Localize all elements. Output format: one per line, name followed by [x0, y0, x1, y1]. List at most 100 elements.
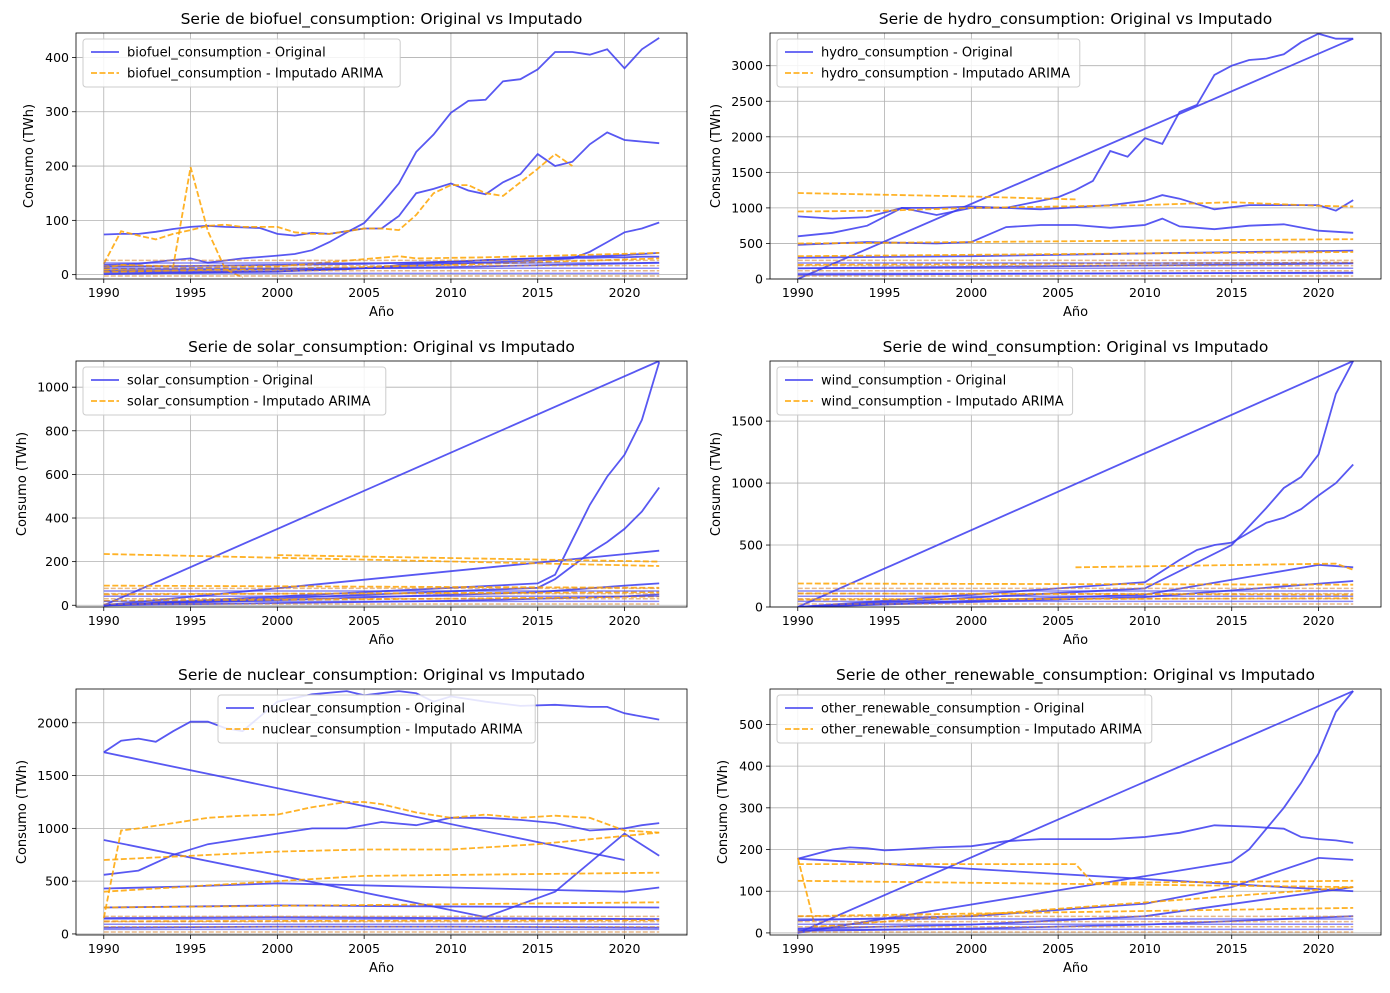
x-tick-label: 2000 — [955, 941, 987, 956]
legend: other_renewable_consumption - Original ot… — [776, 694, 1153, 744]
y-axis-label: Consumo (TWh) — [709, 432, 724, 536]
x-tick-label: 2005 — [1042, 285, 1074, 300]
legend-box — [82, 366, 387, 416]
chart-panel: 1990 1995 2000 2005 2010 2015 2020 0 200 400 600 80… — [15, 338, 688, 648]
x-tick-label: 2015 — [522, 285, 554, 300]
legend-label: hydro_consumption - Original — [821, 46, 1013, 61]
y-tick-label: 1000 — [731, 476, 763, 491]
axes-frame — [75, 32, 688, 280]
y-tick-label: 1500 — [731, 165, 763, 180]
x-tick-label: 1995 — [175, 941, 207, 956]
legend-box — [217, 694, 536, 744]
overlap-band — [797, 587, 1354, 605]
legend-label: other_renewable_consumption - Imputado A… — [821, 723, 1142, 738]
x-tick-label: 1990 — [88, 285, 120, 300]
legend-label: wind_consumption - Imputado ARIMA — [821, 395, 1064, 410]
legend-label: hydro_consumption - Imputado ARIMA — [821, 67, 1070, 82]
chart-panel: 1990 1995 2000 2005 2010 2015 2020 0 500 1000 1500… — [15, 666, 688, 976]
x-tick-label: 2010 — [1129, 941, 1161, 956]
series-line-imputed — [277, 554, 660, 563]
legend-label: wind_consumption - Original — [821, 374, 1006, 389]
axes-frame — [75, 360, 688, 608]
x-tick-label: 1990 — [782, 613, 814, 628]
chart-panel: 1990 1995 2000 2005 2010 2015 2020 0 100 200 300 40… — [716, 666, 1382, 976]
y-tick-label: 2000 — [37, 715, 69, 730]
series-line-original — [103, 882, 660, 893]
series-line-imputed — [103, 871, 660, 893]
y-tick-label: 100 — [45, 213, 69, 228]
chart-panel: 1990 1995 2000 2005 2010 2015 2020 0 500 1000 1500… — [709, 10, 1382, 320]
chart-title: Serie de nuclear_consumption: Original v… — [178, 666, 585, 685]
legend-box — [776, 694, 1153, 744]
x-tick-label: 2020 — [609, 941, 641, 956]
x-tick-label: 1995 — [869, 941, 901, 956]
x-tick-label: 1995 — [175, 285, 207, 300]
axes-frame — [769, 688, 1382, 936]
x-tick-label: 2010 — [435, 613, 467, 628]
series-line-imputed — [103, 584, 660, 589]
series-line-original — [103, 816, 660, 876]
series-line-original — [797, 690, 1354, 934]
y-tick-label: 500 — [45, 874, 69, 889]
x-tick-label: 1990 — [782, 941, 814, 956]
x-axis-label: Año — [1063, 305, 1088, 320]
series-line-original — [797, 690, 1354, 934]
legend-label: nuclear_consumption - Imputado ARIMA — [262, 723, 523, 738]
series-line-imputed — [102, 801, 660, 919]
y-tick-label: 300 — [739, 800, 763, 815]
chart-title: Serie de hydro_consumption: Original vs … — [879, 10, 1272, 29]
legend-box — [776, 38, 1081, 88]
series-line-imputed — [797, 879, 1354, 888]
grid-lines — [76, 689, 687, 935]
series-line-original — [797, 37, 1354, 279]
legend-label: biofuel_consumption - Imputado ARIMA — [127, 67, 383, 82]
x-tick-label: 2000 — [261, 285, 293, 300]
y-tick-label: 800 — [45, 423, 69, 438]
legend: nuclear_consumption - Original nuclear_co… — [217, 694, 536, 744]
overlap-band — [797, 259, 1354, 277]
x-tick-label: 2020 — [1303, 613, 1335, 628]
x-tick-label: 2000 — [261, 941, 293, 956]
legend-label: other_renewable_consumption - Original — [821, 702, 1084, 717]
series-line-imputed — [103, 919, 660, 923]
series-line-original — [103, 361, 661, 607]
chart-title: Serie de biofuel_consumption: Original v… — [181, 10, 583, 29]
y-tick-label: 0 — [755, 925, 763, 940]
y-tick-label: 1000 — [37, 380, 69, 395]
legend: hydro_consumption - Original hydro_consum… — [776, 38, 1081, 88]
legend-label: solar_consumption - Original — [127, 374, 313, 389]
y-tick-label: 2500 — [731, 94, 763, 109]
series-line-original — [797, 361, 1354, 607]
x-tick-label: 2000 — [261, 613, 293, 628]
overlap-band — [797, 915, 1354, 933]
y-tick-label: 400 — [739, 759, 763, 774]
x-tick-label: 2015 — [1216, 613, 1248, 628]
grid-lines — [770, 33, 1381, 280]
y-tick-label: 400 — [45, 511, 69, 526]
series-line-imputed — [797, 201, 1354, 213]
x-tick-label: 1995 — [869, 285, 901, 300]
chart-title: Serie de other_renewable_consumption: Or… — [836, 666, 1315, 685]
chart-title: Serie de solar_consumption: Original vs … — [188, 338, 575, 357]
series-line-imputed — [797, 863, 1354, 884]
series-line-imputed — [103, 595, 660, 602]
y-tick-label: 0 — [755, 600, 763, 615]
y-tick-label: 0 — [61, 598, 69, 613]
series-line-original — [103, 486, 660, 607]
y-tick-label: 200 — [739, 842, 763, 857]
axes-frame — [75, 688, 688, 936]
legend: solar_consumption - Original solar_consum… — [82, 366, 387, 416]
y-tick-label: 500 — [739, 236, 763, 251]
x-tick-label: 1990 — [88, 613, 120, 628]
axes-frame — [769, 360, 1382, 608]
x-tick-label: 2010 — [435, 285, 467, 300]
x-tick-label: 2010 — [1129, 285, 1161, 300]
x-tick-label: 2010 — [435, 941, 467, 956]
y-axis-label: Consumo (TWh) — [22, 104, 37, 208]
series-line-imputed — [103, 152, 573, 265]
overlap-band — [103, 915, 660, 933]
legend-box — [776, 366, 1074, 416]
x-axis-label: Año — [369, 961, 394, 976]
y-axis-label: Consumo (TWh) — [15, 432, 30, 536]
legend: biofuel_consumption - Original biofuel_co… — [82, 38, 401, 88]
